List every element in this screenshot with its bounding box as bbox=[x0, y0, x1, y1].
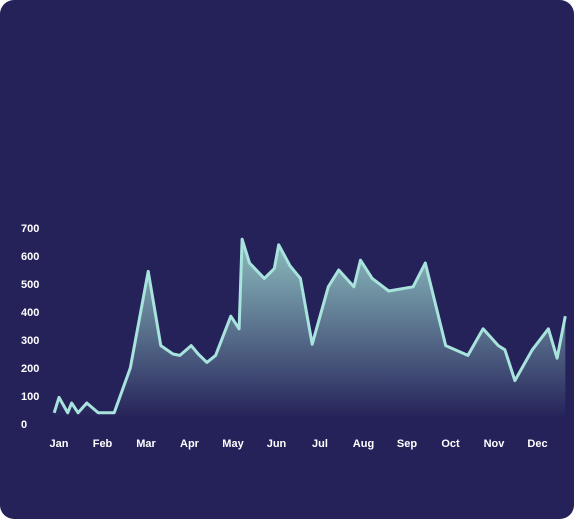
y-tick-label: 500 bbox=[21, 279, 39, 291]
x-tick-label: Oct bbox=[441, 438, 460, 450]
x-tick-label: Sep bbox=[397, 438, 417, 450]
x-tick-label: Mar bbox=[136, 438, 156, 450]
y-tick-label: 700 bbox=[21, 223, 39, 235]
y-tick-label: 600 bbox=[21, 251, 39, 263]
y-axis: 0 100 200 300 400 500 600 700 bbox=[21, 223, 39, 431]
y-tick-label: 200 bbox=[21, 363, 39, 375]
x-tick-label: Dec bbox=[527, 438, 547, 450]
x-tick-label: Feb bbox=[93, 438, 113, 450]
x-axis: Jan Feb Mar Apr May Jun Jul Aug Sep Oct Nov Dec bbox=[50, 438, 548, 450]
x-tick-label: Jan bbox=[50, 438, 69, 450]
y-tick-label: 300 bbox=[21, 335, 39, 347]
x-tick-label: May bbox=[222, 438, 244, 450]
x-tick-label: Apr bbox=[180, 438, 200, 450]
x-tick-label: Aug bbox=[353, 438, 374, 450]
y-tick-label: 0 bbox=[21, 419, 27, 431]
series-group bbox=[54, 239, 565, 418]
y-tick-label: 400 bbox=[21, 307, 39, 319]
x-tick-label: Nov bbox=[484, 438, 506, 450]
y-tick-label: 100 bbox=[21, 391, 39, 403]
x-tick-label: Jul bbox=[312, 438, 328, 450]
x-tick-label: Jun bbox=[267, 438, 287, 450]
